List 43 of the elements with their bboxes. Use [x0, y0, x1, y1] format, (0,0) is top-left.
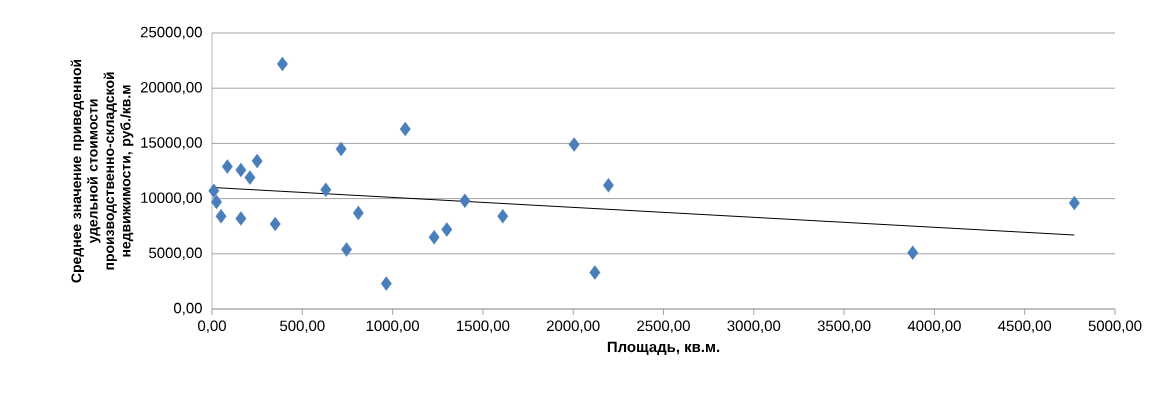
point	[497, 209, 509, 224]
x-tick-label: 2500,00	[637, 320, 690, 333]
point	[221, 159, 233, 174]
point	[215, 209, 227, 224]
point	[428, 230, 440, 245]
x-tick-label: 2000,00	[546, 320, 600, 333]
point	[269, 216, 281, 232]
x-tick-label: 0,00	[198, 320, 226, 333]
point	[1068, 195, 1080, 211]
point	[244, 170, 256, 185]
point	[251, 153, 263, 169]
point	[399, 121, 411, 137]
y-tick-label: 20000,00	[140, 82, 202, 95]
point	[907, 245, 919, 260]
point	[380, 276, 392, 291]
x-tick-label: 500,00	[280, 320, 325, 333]
x-tick-label: 1500,00	[457, 320, 510, 333]
point	[335, 141, 347, 157]
x-axis-title: Площадь, кв.м.	[607, 341, 720, 355]
x-tick-label: 5000,00	[1088, 320, 1142, 333]
point	[459, 193, 471, 209]
y-tick-label: 15000,00	[141, 137, 202, 150]
point	[568, 137, 580, 152]
point	[352, 205, 364, 221]
y-tick-label: 10000,00	[141, 192, 202, 205]
x-tick-label: 1000,00	[366, 320, 420, 333]
point	[276, 56, 288, 72]
point	[602, 178, 614, 193]
y-axis-title: Среднее значение приведенной удельной стоимости производственно-складской недвижимости, руб./кв.м	[70, 59, 134, 283]
y-tick-label: 0,00	[173, 302, 202, 316]
point	[235, 211, 247, 226]
point	[235, 162, 247, 178]
point	[341, 242, 352, 257]
point	[208, 183, 220, 199]
x-tick-label: 3000,00	[727, 320, 781, 333]
x-tick-label: 4000,00	[907, 320, 961, 333]
y-tick-label: 5000,00	[149, 247, 202, 260]
x-tick-label: 3500,00	[817, 320, 871, 333]
point	[589, 265, 601, 280]
point	[441, 222, 453, 237]
point	[320, 182, 332, 197]
y-tick-label: 25000,00	[140, 26, 202, 40]
x-tick-label: 4500,00	[998, 320, 1052, 333]
